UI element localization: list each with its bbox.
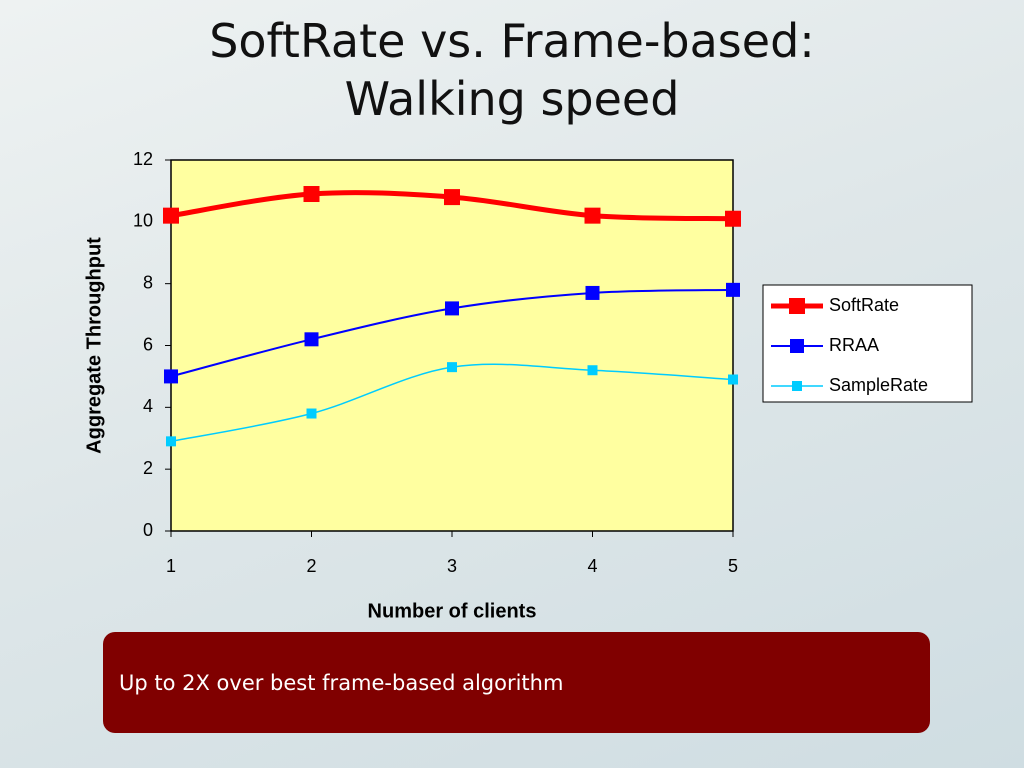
x-tick-label: 3	[447, 556, 457, 576]
data-point	[447, 362, 457, 373]
caption-box: Up to 2X over best frame-based algorithm	[103, 632, 930, 733]
legend-marker	[792, 381, 802, 391]
y-tick-label: 10	[133, 211, 153, 231]
legend-marker	[789, 298, 805, 314]
x-axis-label: Number of clients	[368, 600, 537, 622]
data-point	[303, 186, 320, 203]
legend-label: SoftRate	[829, 295, 899, 315]
plot-area	[170, 159, 734, 532]
x-tick-label: 5	[728, 556, 738, 576]
y-tick-label: 4	[143, 396, 153, 416]
data-point	[587, 365, 598, 376]
y-tick-label: 6	[143, 334, 153, 354]
x-tick-label: 4	[587, 556, 597, 576]
legend-marker	[790, 339, 804, 353]
data-point	[726, 282, 740, 297]
data-point	[725, 210, 741, 227]
data-point	[445, 301, 459, 316]
y-axis-label: Aggregate Throughput	[83, 237, 105, 454]
y-tick-label: 8	[143, 272, 153, 292]
data-point	[164, 369, 178, 384]
legend-label: RRAA	[829, 335, 879, 355]
y-tick-label: 0	[143, 520, 153, 540]
slide-title: SoftRate vs. Frame-based: Walking speed	[209, 14, 815, 126]
data-point	[444, 189, 460, 206]
x-tick-label: 2	[306, 556, 316, 576]
data-point	[304, 332, 319, 347]
caption: Up to 2X over best frame-based algorithm	[119, 670, 564, 695]
data-point	[585, 285, 600, 300]
legend-label: SampleRate	[829, 375, 928, 395]
data-point	[728, 374, 738, 385]
data-point	[306, 408, 317, 419]
data-point	[163, 207, 179, 224]
data-point	[166, 436, 176, 447]
data-point	[584, 207, 601, 224]
y-tick-label: 12	[133, 149, 153, 169]
y-tick-label: 2	[143, 458, 153, 478]
x-tick-label: 1	[166, 556, 176, 576]
